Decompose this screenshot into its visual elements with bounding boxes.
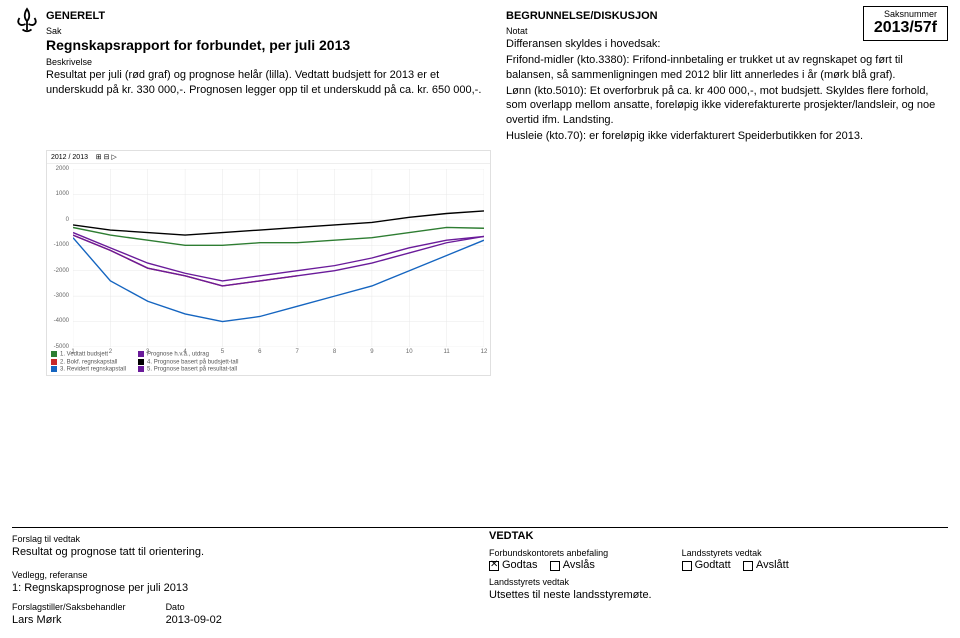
avslas-label: Avslås (563, 559, 595, 571)
chart-header-text: 2012 / 2013 (51, 154, 88, 161)
godtas-checkbox[interactable] (489, 561, 499, 571)
sak-title: Regnskapsrapport for forbundet, per juli… (46, 37, 488, 53)
budget-chart: 2012 / 2013 ⊞ ⊟ ▷ -5000-4000-3000-2000-1… (46, 150, 491, 376)
avslatt-label: Avslått (756, 559, 789, 571)
chart-svg (73, 169, 484, 347)
godtatt-checkbox[interactable] (682, 561, 692, 571)
chart-controls: ⊞ ⊟ ▷ (96, 154, 117, 161)
utsettes-text: Utsettes til neste landsstyremøte. (489, 588, 652, 603)
forslag-label: Forslag til vedtak (12, 534, 471, 544)
chart-plot-area (73, 169, 484, 347)
dato-value: 2013-09-02 (166, 613, 222, 628)
beskrivelse-text: Resultat per juli (rød graf) og prognose… (46, 68, 488, 98)
chart-y-axis: -5000-4000-3000-2000-1000010002000 (49, 169, 71, 347)
generelt-heading: GENERELT (46, 10, 488, 22)
fs-label: Forslagstiller/Saksbehandler (12, 602, 126, 612)
footer: Forslag til vedtak Resultat og prognose … (12, 527, 948, 628)
vedlegg-label: Vedlegg, referanse (12, 570, 471, 580)
dato-label: Dato (166, 602, 222, 612)
left-column: GENERELT Sak Regnskapsrapport for forbun… (46, 10, 488, 144)
sak-label: Sak (46, 26, 488, 36)
notat-para4: Husleie (kto.70): er foreløpig ikke vide… (506, 129, 948, 144)
forslag-text: Resultat og prognose tatt til orienterin… (12, 545, 471, 560)
notat-para3: Lønn (kto.5010): Et overforbruk på ca. k… (506, 84, 948, 129)
avslatt-checkbox[interactable] (743, 561, 753, 571)
case-number-box: Saksnummer 2013/57f (863, 6, 948, 41)
chart-legend: 1. Vedtatt budsjett2. Bokf. regnskapstal… (51, 351, 238, 373)
vedlegg-text: 1: Regnskapsprognose per juli 2013 (12, 581, 471, 596)
vedtak-heading: VEDTAK (489, 530, 948, 542)
ls-vedtak-label-1: Landsstyrets vedtak (489, 577, 652, 587)
godtatt-label: Godtatt (695, 559, 731, 571)
forbund-label: Forbundskontorets anbefaling (489, 548, 652, 558)
avslas-checkbox[interactable] (550, 561, 560, 571)
footer-rule (12, 527, 948, 528)
ls-vedtak-label-2: Landsstyrets vedtak (682, 548, 789, 558)
case-number: 2013/57f (874, 20, 937, 36)
godtas-label: Godtas (502, 559, 537, 571)
fleur-de-lis-logo (12, 6, 42, 36)
beskrivelse-label: Beskrivelse (46, 57, 488, 67)
notat-para2: Frifond-midler (kto.3380): Frifond-innbe… (506, 53, 948, 83)
case-number-label: Saksnummer (874, 9, 937, 19)
fs-name: Lars Mørk (12, 613, 126, 628)
